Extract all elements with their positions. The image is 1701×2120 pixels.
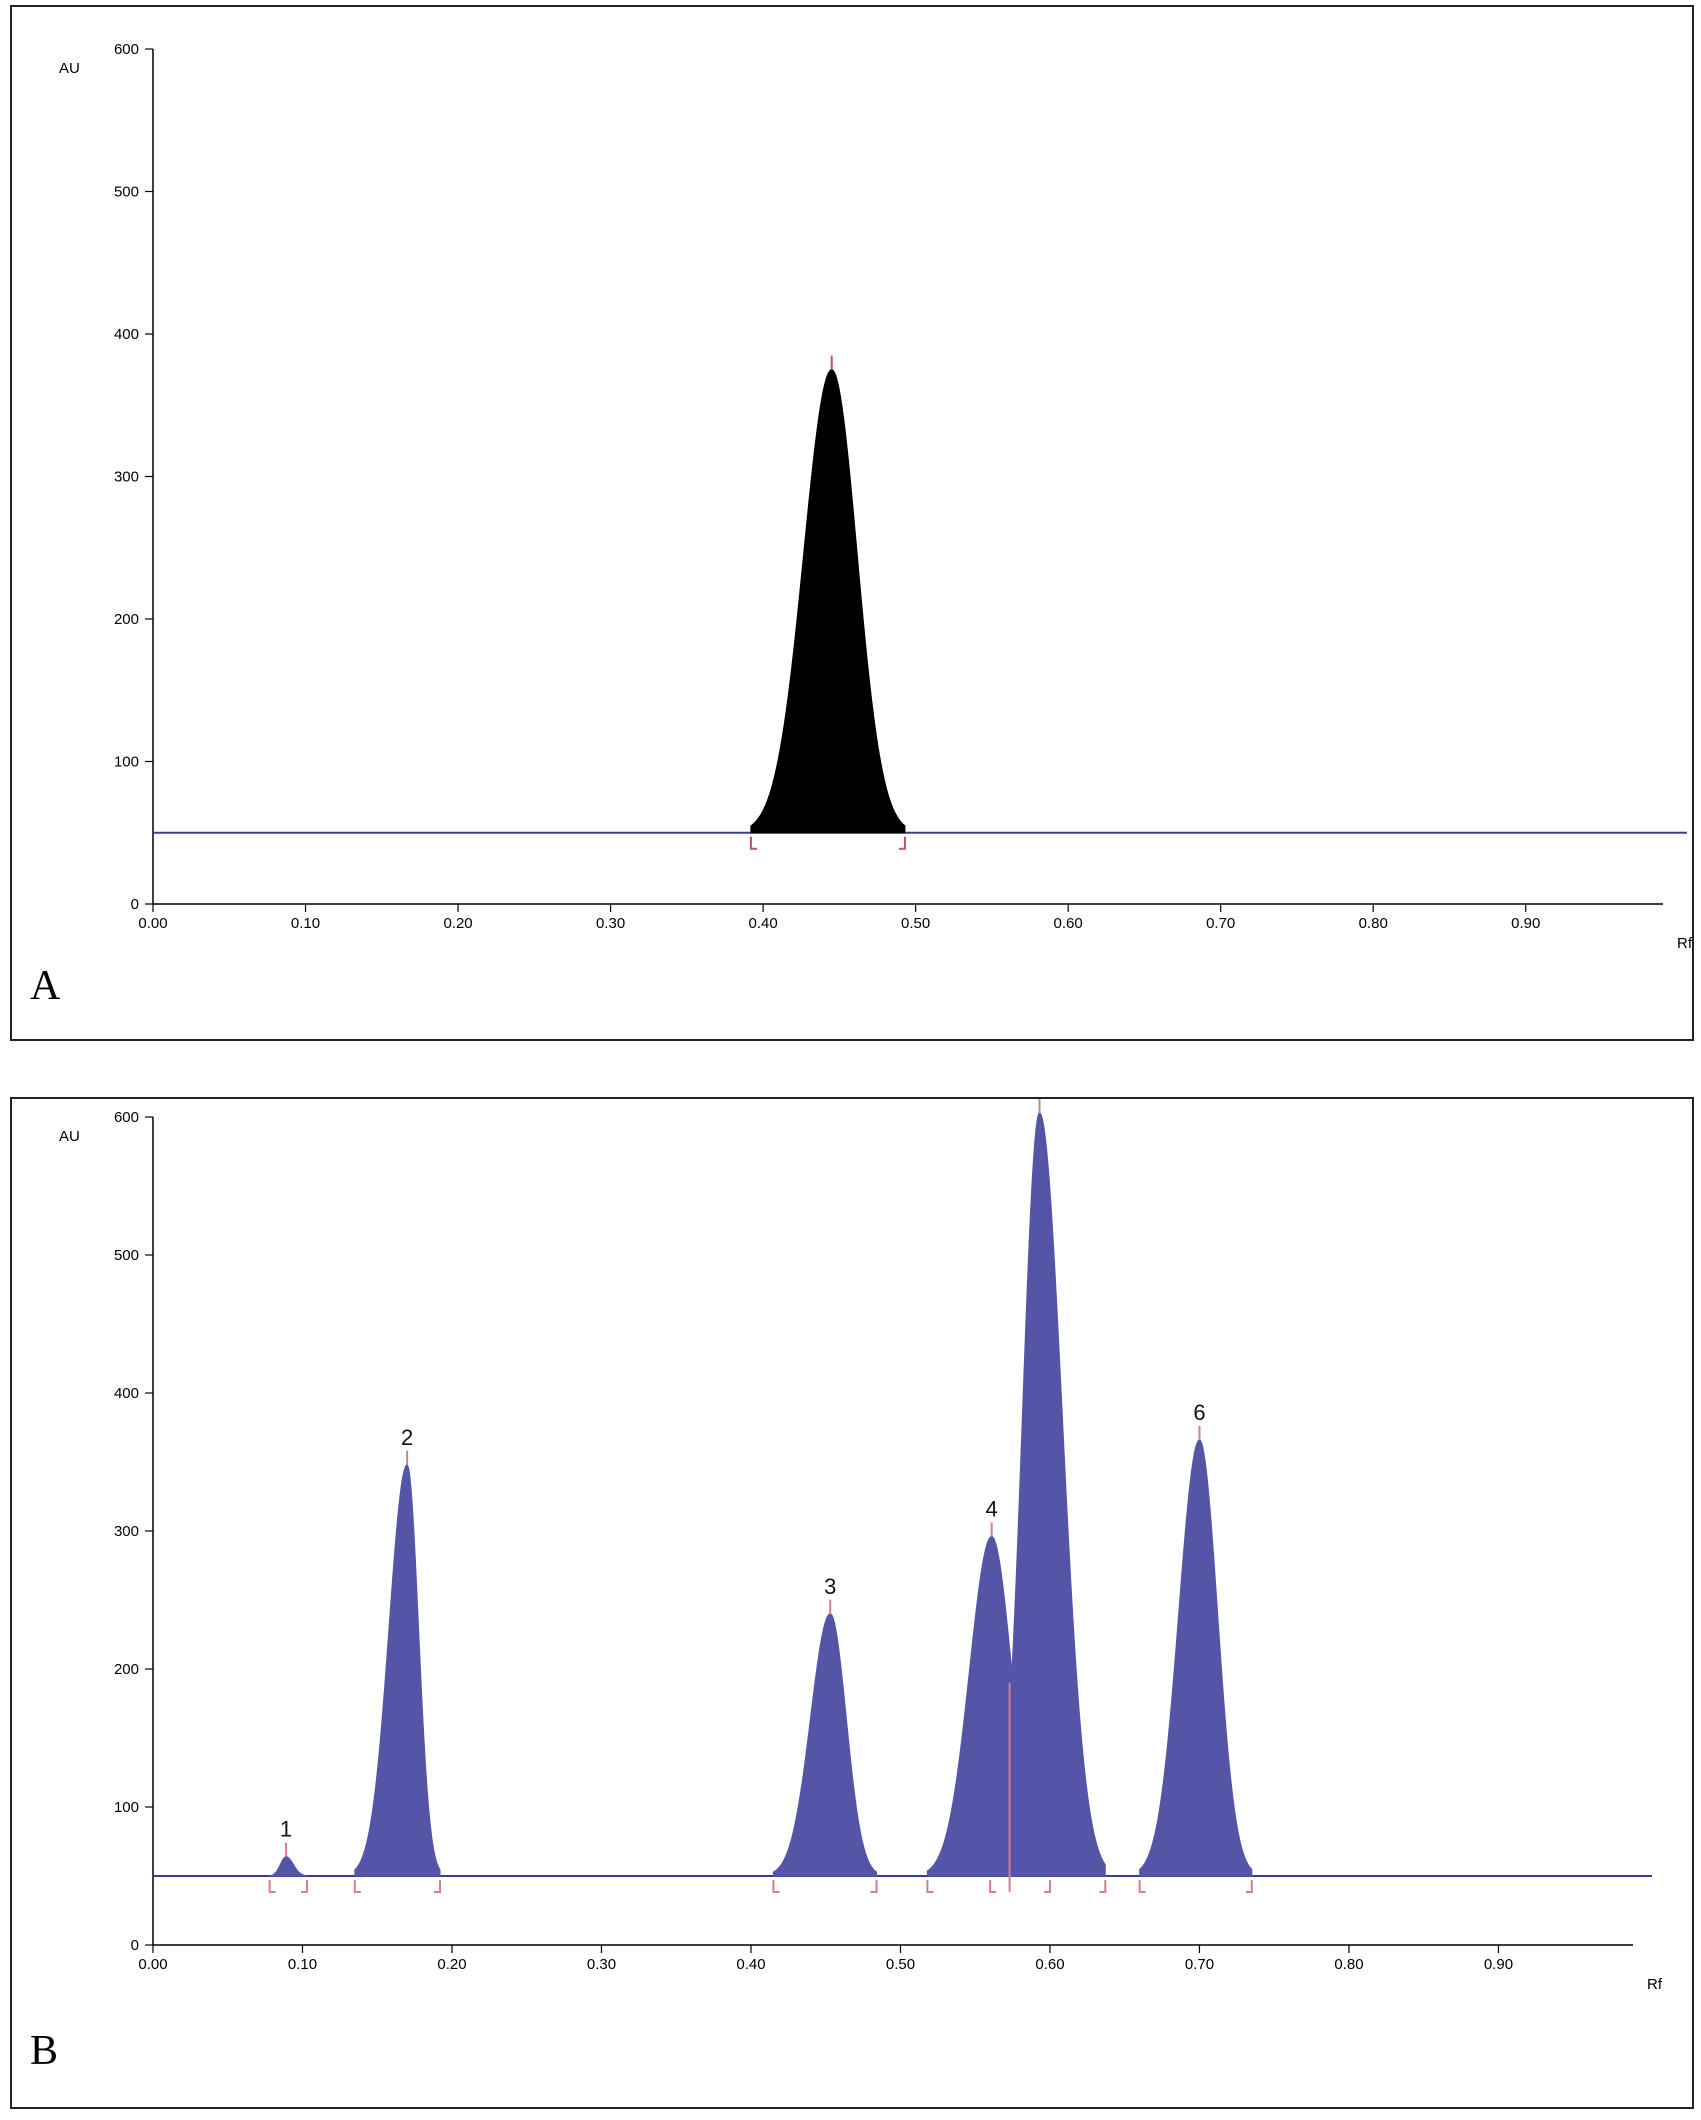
integration-bracket-start	[749, 836, 757, 850]
peak-area-1	[750, 369, 906, 834]
integration-bracket-start	[353, 1880, 361, 1893]
integration-bracket-end	[300, 1880, 308, 1893]
chromatogram-panel-b: 0 100 200 300 400 500 600 0.00 0.10 0.20 0.30 0.40 0…	[10, 1097, 1694, 2109]
x-tick-label: 0.20	[443, 915, 472, 932]
x-tick-label: 0.40	[748, 915, 777, 932]
x-tick-label: 0.60	[1054, 915, 1083, 932]
peak-area-5	[989, 1112, 1106, 1877]
y-axis-unit-label: AU	[59, 1128, 80, 1145]
integration-bracket-end	[1043, 1880, 1051, 1893]
x-tick-label: 0.50	[886, 1956, 915, 1973]
chromatogram-b-plot: 0 100 200 300 400 500 600 0.00 0.10 0.20 0.30 0.40 0…	[59, 1099, 1663, 1993]
peak-label: 2	[401, 1425, 413, 1450]
y-axis-unit-label: AU	[59, 60, 80, 77]
x-tick-label: 0.50	[901, 915, 930, 932]
panel-label-a: A	[30, 963, 61, 1009]
integration-bracket-end	[898, 836, 906, 850]
y-tick-label: 300	[114, 1523, 139, 1540]
y-tick-label: 300	[114, 469, 139, 486]
y-tick-label: 100	[114, 754, 139, 771]
integration-bracket-start	[772, 1880, 780, 1893]
x-tick-label: 0.10	[288, 1956, 317, 1973]
chromatogram-panel-a: 0 100 200 300 400 500 600 0.00 0.10 0.20 0.30 0.40 0…	[10, 5, 1694, 1041]
y-tick-label: 400	[114, 326, 139, 343]
panel-label-b: B	[30, 2028, 59, 2074]
x-tick-label: 0.30	[587, 1956, 616, 1973]
y-tick-label: 400	[114, 1385, 139, 1402]
x-tick-label: 0.80	[1334, 1956, 1363, 1973]
chromatogram-a-plot: 0 100 200 300 400 500 600 0.00 0.10 0.20 0.30 0.40 0…	[59, 41, 1692, 952]
integration-bracket-end	[1099, 1880, 1107, 1893]
y-tick-label: 200	[114, 611, 139, 628]
x-tick-label: 0.90	[1511, 915, 1540, 932]
y-tick-label: 500	[114, 1247, 139, 1264]
y-tick-label: 0	[131, 896, 139, 913]
x-tick-label: 0.60	[1035, 1956, 1064, 1973]
integration-bracket-start	[1138, 1880, 1146, 1893]
x-tick-label: 0.10	[291, 915, 320, 932]
integration-bracket-start	[926, 1880, 934, 1893]
peak-label: 6	[1193, 1400, 1205, 1425]
y-tick-label: 100	[114, 1799, 139, 1816]
integration-bracket-end	[870, 1880, 878, 1893]
y-tick-label: 0	[131, 1937, 139, 1954]
x-tick-label: 0.40	[736, 1956, 765, 1973]
peak-area-1	[269, 1856, 308, 1877]
peak-label: 1	[280, 1817, 292, 1842]
peak-area-2	[354, 1464, 441, 1877]
integration-bracket-end	[434, 1880, 442, 1893]
integration-bracket-start	[989, 1880, 997, 1893]
x-tick-label: 0.80	[1359, 915, 1388, 932]
y-tick-label: 200	[114, 1661, 139, 1678]
x-axis-unit-label: Rf	[1647, 1976, 1663, 1993]
x-tick-label: 0.00	[138, 915, 167, 932]
integration-bracket-end	[1245, 1880, 1253, 1893]
x-tick-label: 0.30	[596, 915, 625, 932]
peak-label: 4	[986, 1497, 998, 1522]
x-tick-label: 0.70	[1185, 1956, 1214, 1973]
y-tick-label: 500	[114, 184, 139, 201]
peak-area-3	[772, 1613, 878, 1877]
x-axis-unit-label: Rf	[1677, 935, 1692, 952]
peak-label: 3	[824, 1574, 836, 1599]
integration-bracket-start	[268, 1880, 276, 1893]
x-tick-label: 0.20	[437, 1956, 466, 1973]
peak-area-6	[1139, 1439, 1253, 1877]
x-tick-label: 0.70	[1206, 915, 1235, 932]
y-tick-label: 600	[114, 41, 139, 58]
x-tick-label: 0.00	[138, 1956, 167, 1973]
x-tick-label: 0.90	[1484, 1956, 1513, 1973]
y-tick-label: 600	[114, 1109, 139, 1126]
